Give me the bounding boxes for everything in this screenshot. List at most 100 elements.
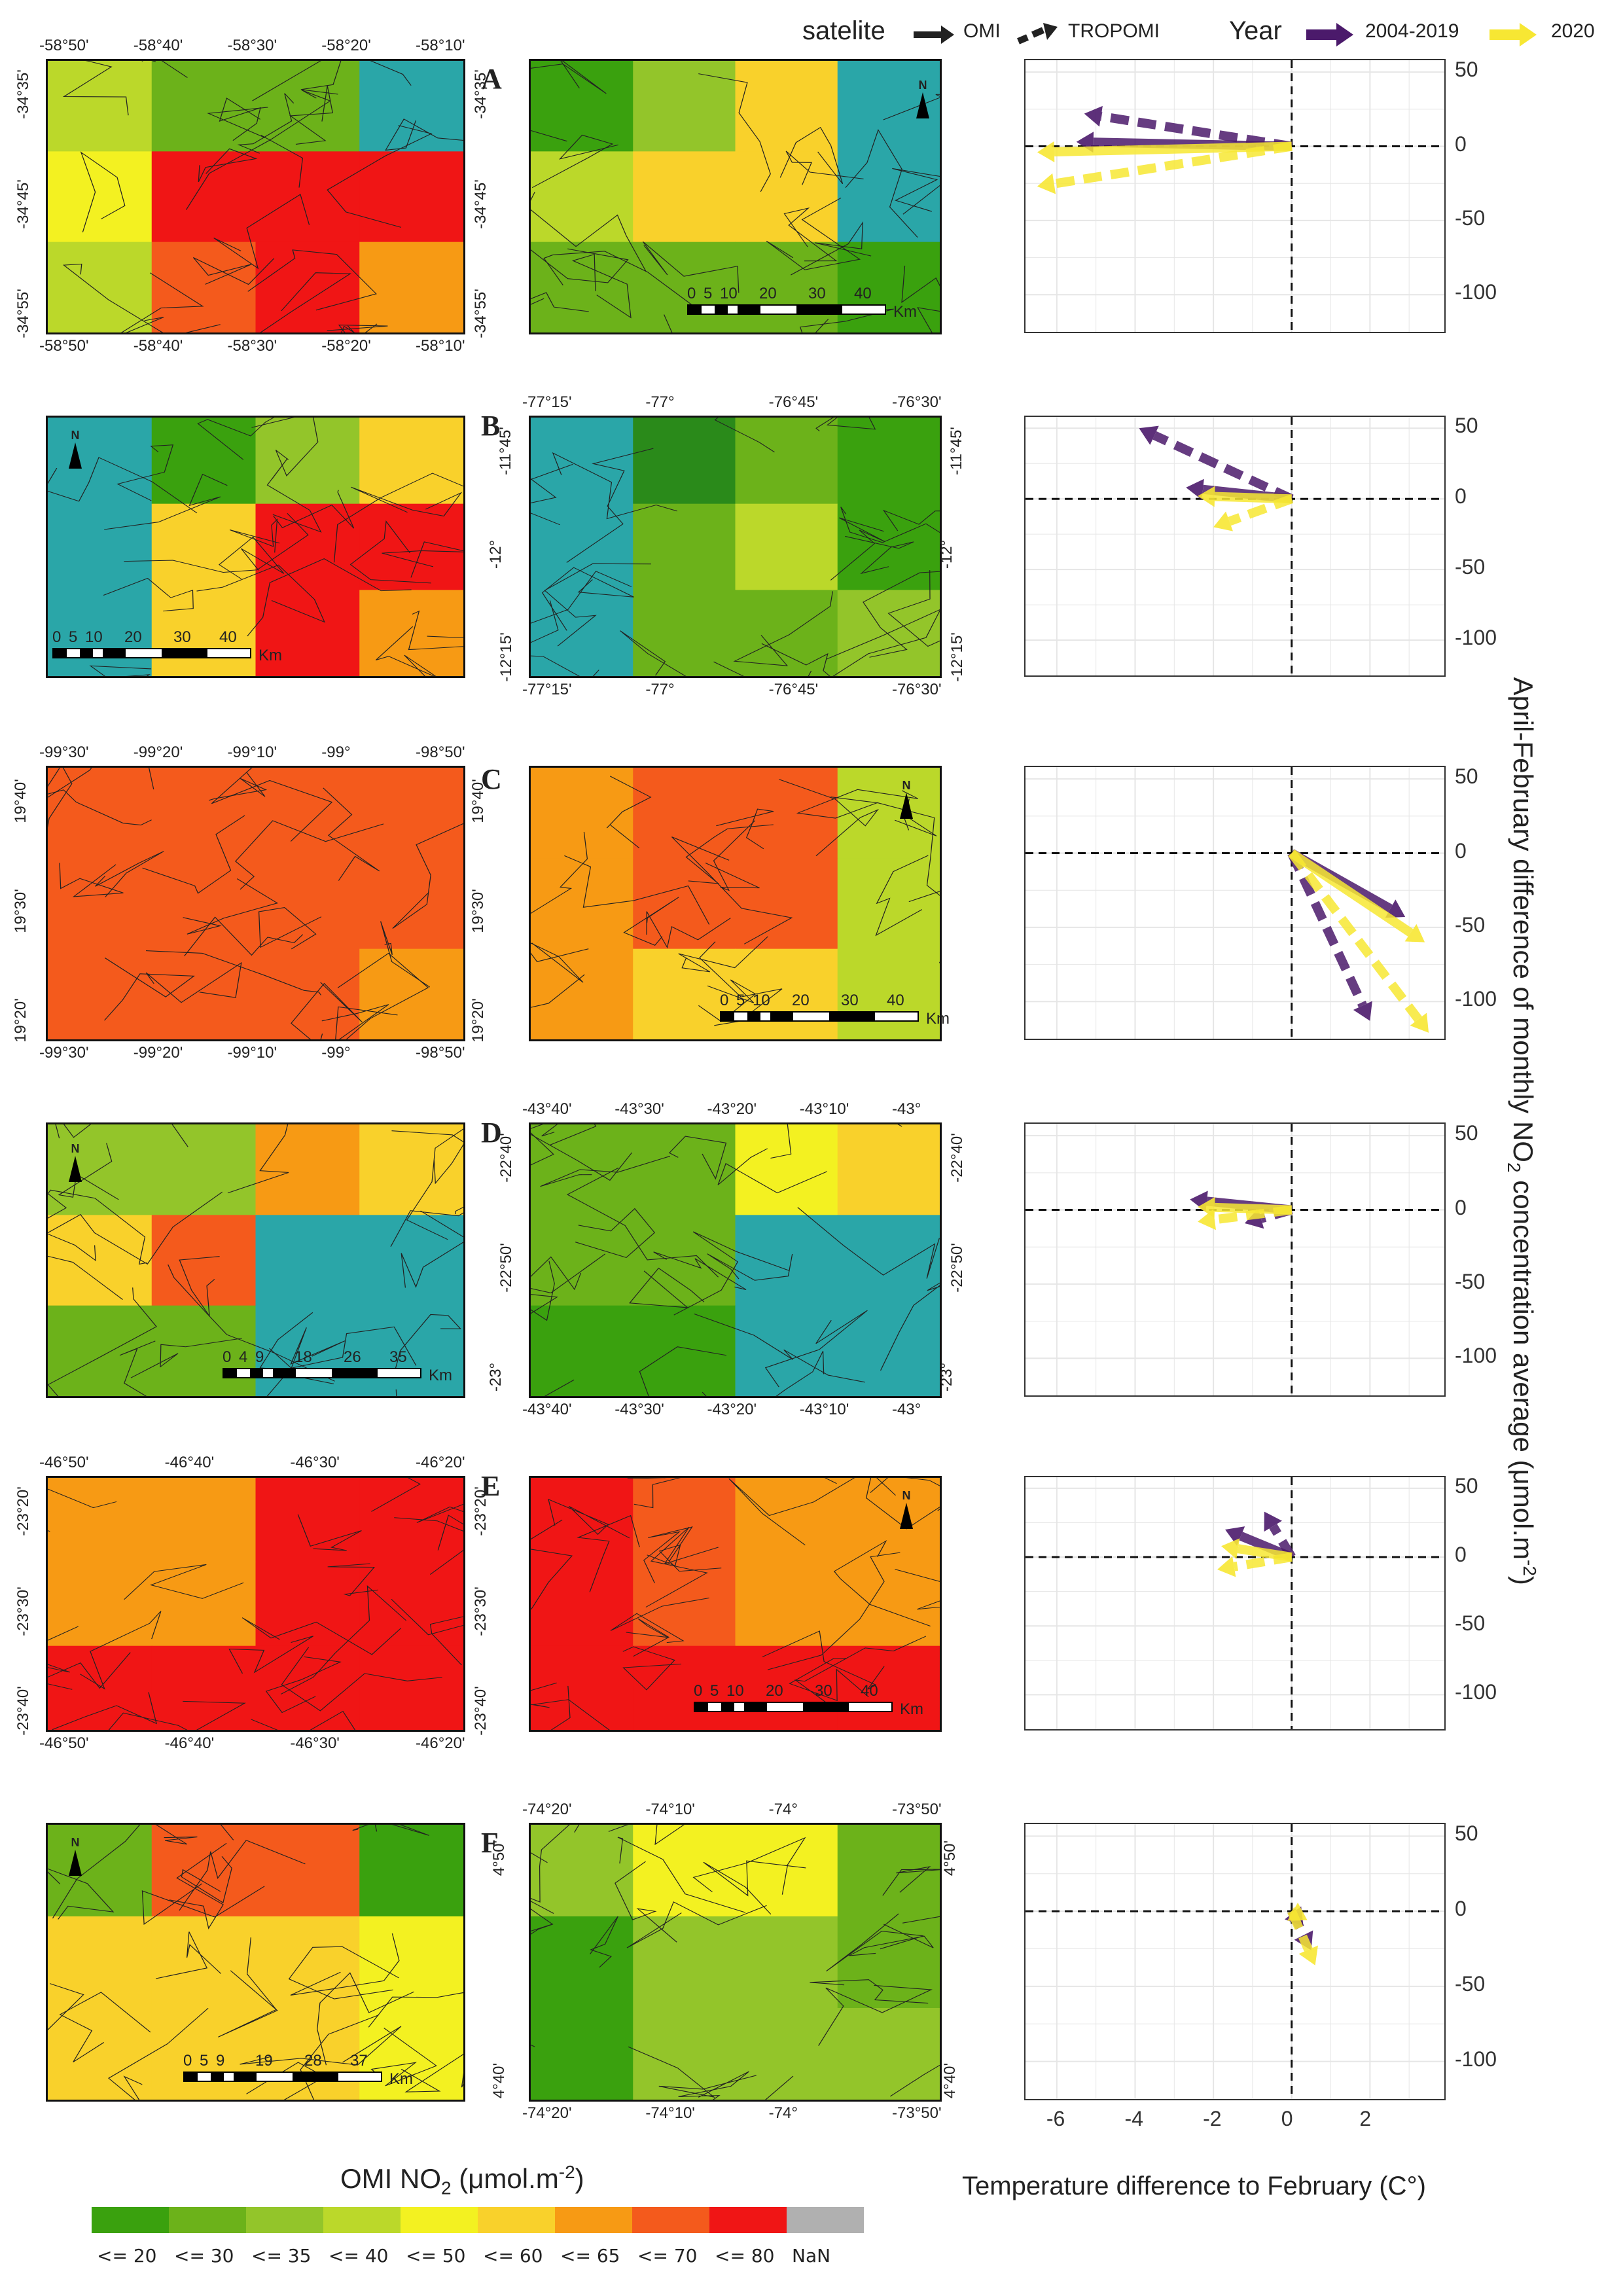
y-tick-label: 0 [1455, 1543, 1467, 1567]
scale-bar-segment [211, 2073, 224, 2081]
coordinate-tick-right: -22°40' [948, 1133, 966, 1183]
scale-bar-segment [744, 1703, 767, 1711]
tropomi-map-B-raster [531, 418, 940, 676]
scale-bar-label: 18 [294, 1348, 312, 1366]
coordinate-tick-left: -34°55' [14, 289, 32, 338]
municipal-boundaries [62, 61, 463, 332]
scale-bar: 0 5 10 20 30 40 Km [52, 628, 282, 668]
no2-grid-cell [48, 1916, 152, 2009]
scale-bar-segment [162, 649, 207, 657]
coordinate-tick-bottom: -74°20' [522, 2104, 572, 2122]
no2-grid-cell [531, 1825, 634, 1917]
scale-bar-label: 5 [69, 628, 78, 646]
colorbar-title-sub: 2 [441, 2178, 452, 2198]
scale-bar-label: 28 [304, 2052, 322, 2070]
y-tick-label: 50 [1455, 414, 1478, 438]
colorbar-title-sup: -2 [558, 2162, 575, 2182]
y-tick-label: -100 [1455, 987, 1497, 1011]
vector-arrow-shaft [1100, 111, 1293, 151]
panel-letter-F: F [481, 1827, 499, 1859]
coordinate-tick-top: -58°30' [227, 37, 277, 54]
tropomi-map-F [529, 1823, 942, 2102]
no2-grid-cell [531, 768, 634, 859]
vector-arrow-head [1410, 1013, 1429, 1033]
coordinate-tick-bottom: -73°50' [892, 2104, 942, 2122]
coordinate-tick-top: -98°50' [416, 744, 465, 761]
colorbar-swatch [709, 2207, 787, 2233]
municipal-boundaries [531, 61, 940, 332]
coordinate-tick-top: -46°20' [416, 1454, 465, 1471]
no2-grid-cell [151, 242, 257, 332]
coordinate-tick-top: -99°20' [133, 744, 183, 761]
no2-grid-cell [531, 418, 634, 505]
no2-grid-cell [255, 948, 361, 1039]
no2-grid-cell [151, 590, 257, 676]
no2-grid-cell [633, 1825, 736, 1917]
coordinate-tick-right: 19°40' [469, 779, 487, 823]
scale-bar: 0 4 9 18 26 35 Km [223, 1348, 452, 1388]
colorbar: <= 20 <= 30 <= 35 <= 40 <= 50 <= 60 <= 65 <= 70… [92, 2207, 864, 2279]
no2-grid-cell [735, 1916, 838, 2009]
scale-bar-label: 5 [736, 992, 745, 1009]
coordinate-tick-bottom: -99°30' [39, 1044, 89, 1062]
north-arrow-icon: N [62, 1142, 88, 1182]
vector-arrow-shaft [1214, 1205, 1293, 1225]
scale-bar-label: 20 [124, 628, 142, 646]
tropomi-map-E [529, 1476, 942, 1732]
coordinate-tick-right: -22°50' [948, 1242, 966, 1293]
coordinate-tick-bottom: -58°20' [321, 337, 371, 355]
y-tick-label: -50 [1455, 912, 1486, 937]
scale-bar-label: 5 [704, 285, 713, 302]
vector-arrow-head [1213, 511, 1233, 531]
scale-bar-segment [770, 1013, 793, 1020]
vector-arrow-head [1037, 173, 1056, 194]
y-axis-label-tail: concentration average (μmol.m [1508, 1172, 1539, 1560]
municipal-boundaries [48, 768, 463, 1039]
no2-grid-cell [359, 948, 463, 1039]
scale-bar-label: Km [389, 2070, 413, 2088]
coordinate-tick-bottom: -46°40' [164, 1734, 215, 1752]
omi-map-A [46, 59, 465, 334]
no2-grid-cell [837, 1562, 940, 1647]
no2-grid-cell [151, 768, 257, 859]
legend-2004-label: 2004-2019 [1365, 20, 1459, 42]
coordinate-tick-top: -46°30' [290, 1454, 340, 1471]
vector-arrow-shaft [1287, 851, 1367, 1008]
no2-grid-cell [633, 590, 736, 676]
colorbar-class-label: <= 70 [637, 2245, 698, 2267]
coordinate-tick-right: -12°15' [948, 632, 966, 682]
no2-grid-cell [48, 151, 152, 243]
tropomi-map-C-raster [531, 768, 940, 1039]
coordinate-tick-bottom: -43° [892, 1401, 921, 1418]
coordinate-tick-top: -43°40' [522, 1100, 572, 1118]
no2-grid-cell [531, 858, 634, 950]
colorbar-swatch [323, 2207, 401, 2233]
no2-grid-cell [255, 858, 361, 950]
coordinate-tick-top: -46°40' [164, 1454, 215, 1471]
no2-grid-cell [633, 503, 736, 590]
scale-bar: 0 5 10 20 30 40 Km [720, 992, 950, 1031]
no2-grid-cell [151, 151, 257, 243]
no2-grid-cell [48, 418, 152, 505]
coordinate-tick-bottom: -76°45' [768, 681, 819, 698]
coordinate-tick-left: -23°40' [14, 1686, 32, 1736]
scale-bar-bar [687, 304, 886, 315]
y-axis-label-end: ) [1508, 1575, 1539, 1585]
municipal-boundaries [48, 1478, 463, 1730]
vector-arrow-head [1037, 141, 1055, 162]
no2-grid-cell [837, 418, 940, 505]
y-tick-label: -100 [1455, 1344, 1497, 1368]
tropomi-map-B [529, 416, 942, 678]
coordinate-tick-top: -43°30' [615, 1100, 664, 1118]
no2-grid-cell [531, 590, 634, 676]
coordinate-tick-bottom: -58°10' [416, 337, 465, 355]
legend-omi-key [914, 26, 954, 44]
no2-grid-cell [633, 418, 736, 505]
colorbar-swatch [246, 2207, 323, 2233]
scale-bar-label: 20 [759, 285, 777, 302]
colorbar-swatch [478, 2207, 555, 2233]
y-tick-label: -50 [1455, 1611, 1486, 1636]
colorbar-swatch [787, 2207, 864, 2233]
legend: satelite OMI TROPOMI Year 2004-2019 2020 [792, 10, 1616, 56]
omi-map-A-raster [48, 61, 463, 332]
